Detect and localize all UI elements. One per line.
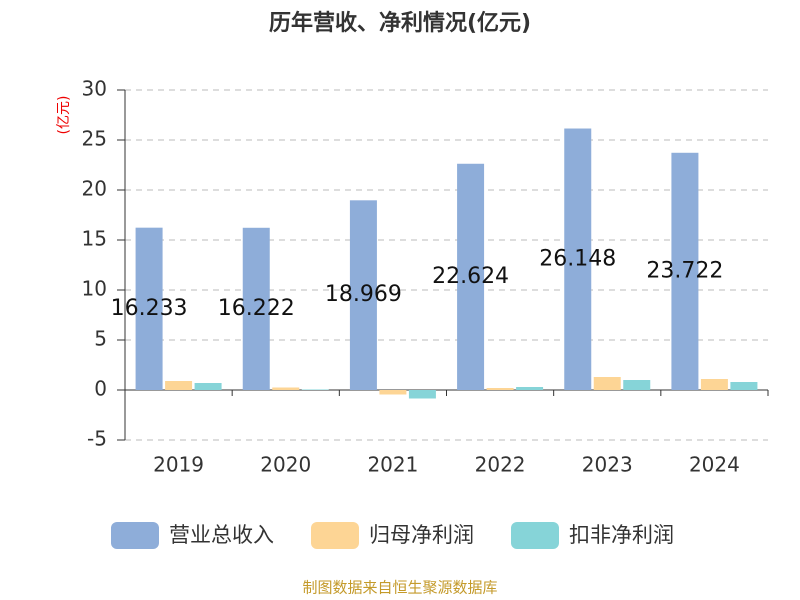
bar [272, 387, 300, 390]
legend-label: 扣非净利润 [569, 523, 674, 547]
bar [379, 390, 407, 395]
x-tick-label: 2021 [367, 453, 418, 477]
x-tick-label: 2022 [475, 453, 526, 477]
y-tick-label: 15 [82, 227, 107, 251]
chart-title: 历年营收、净利情况(亿元) [269, 10, 531, 36]
bar [516, 387, 544, 390]
x-tick-label: 2023 [582, 453, 633, 477]
y-tick-label: -5 [87, 427, 107, 451]
bar [349, 200, 377, 390]
source-note: 制图数据来自恒生聚源数据库 [302, 579, 497, 597]
y-tick-label: 10 [82, 277, 107, 301]
bar [165, 381, 193, 390]
legend-label: 营业总收入 [169, 523, 274, 547]
bar [242, 227, 270, 390]
legend-swatch [111, 522, 159, 549]
y-tick-label: 25 [82, 127, 107, 151]
bar [623, 380, 651, 390]
y-tick-label: 30 [82, 77, 107, 101]
y-tick-label: 0 [94, 377, 107, 401]
bar [408, 390, 436, 399]
bar [671, 152, 699, 390]
data-label: 23.722 [646, 258, 723, 283]
y-tick-label: 20 [82, 177, 107, 201]
data-label: 16.222 [218, 296, 295, 321]
bar [194, 383, 222, 390]
legend-label: 归母净利润 [369, 523, 474, 547]
data-label: 16.233 [111, 296, 188, 321]
bar [564, 128, 592, 390]
bar [301, 389, 329, 390]
bar [135, 227, 163, 390]
data-label: 22.624 [432, 264, 509, 289]
data-label: 26.148 [539, 246, 616, 271]
legend-swatch [311, 522, 359, 549]
y-axis-label: (亿元) [56, 96, 72, 135]
x-tick-label: 2020 [260, 453, 311, 477]
legend-swatch [511, 522, 559, 549]
x-tick-label: 2019 [153, 453, 204, 477]
bar [730, 382, 758, 390]
bar [700, 379, 728, 390]
y-tick-label: 5 [94, 327, 107, 351]
x-tick-label: 2024 [689, 453, 740, 477]
bar [457, 163, 485, 390]
bar [486, 388, 514, 390]
bar [593, 377, 621, 390]
data-label: 18.969 [325, 282, 402, 307]
